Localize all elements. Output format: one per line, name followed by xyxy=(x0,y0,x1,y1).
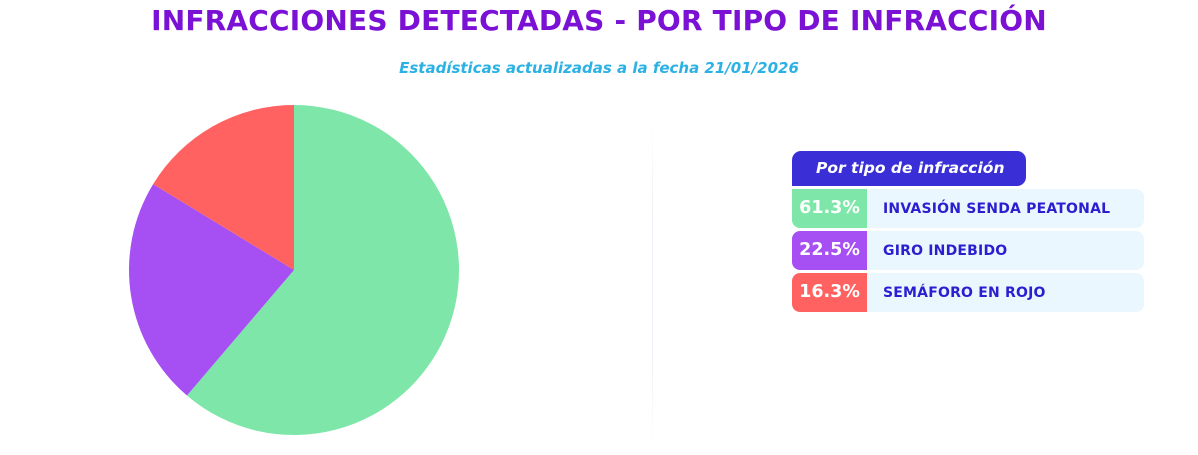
legend-row-background xyxy=(832,273,1144,312)
legend-row-background xyxy=(832,189,1144,228)
section-divider xyxy=(652,120,653,450)
legend-label: INVASIÓN SENDA PEATONAL xyxy=(883,200,1111,217)
page-subtitle: Estadísticas actualizadas a la fecha 21/… xyxy=(399,59,799,77)
legend-item-invasion-senda-peatonal: 61.3% INVASIÓN SENDA PEATONAL xyxy=(792,189,1144,228)
legend-label: GIRO INDEBIDO xyxy=(883,242,1008,259)
pie-chart xyxy=(128,104,460,436)
pie-slice-giro-indebido xyxy=(129,184,294,396)
pie-slice-invasion-senda-peatonal xyxy=(186,105,460,436)
page-title: INFRACCIONES DETECTADAS - POR TIPO DE IN… xyxy=(151,4,1047,37)
legend-label: SEMÁFORO EN ROJO xyxy=(883,284,1046,301)
chart-legend: Por tipo de infracción 61.3% INVASIÓN SE… xyxy=(792,151,1144,312)
legend-percent: 22.5% xyxy=(792,231,867,270)
legend-header: Por tipo de infracción xyxy=(792,151,1027,186)
pie-slice-semaforo-en-rojo xyxy=(153,105,294,270)
legend-percent: 61.3% xyxy=(792,189,867,228)
legend-item-semaforo-en-rojo: 16.3% SEMÁFORO EN ROJO xyxy=(792,273,1144,312)
legend-percent: 16.3% xyxy=(792,273,867,312)
legend-item-giro-indebido: 22.5% GIRO INDEBIDO xyxy=(792,231,1144,270)
pie-chart-svg xyxy=(129,105,460,436)
legend-row-background xyxy=(832,231,1144,270)
